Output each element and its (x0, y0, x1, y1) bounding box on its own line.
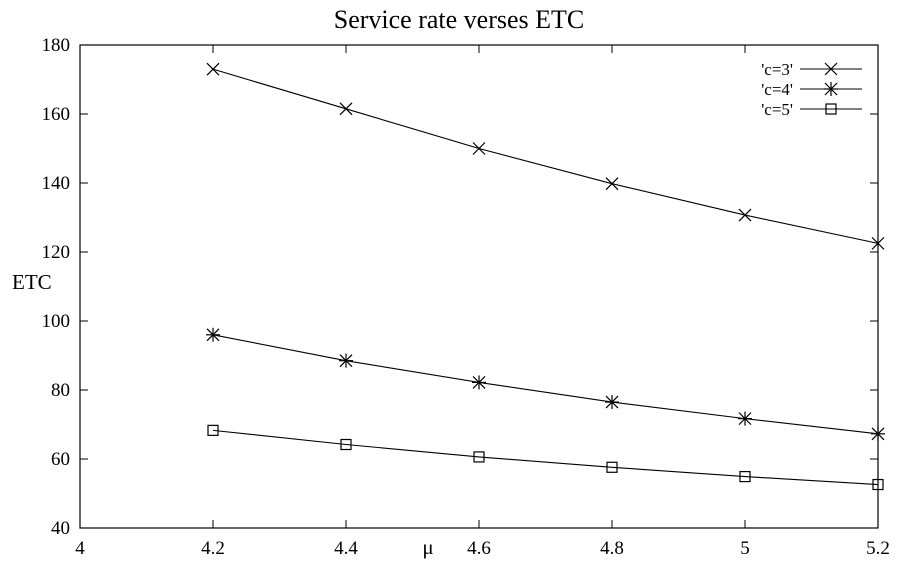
x-tick-label: 4.6 (467, 538, 491, 559)
y-tick-label: 140 (42, 173, 71, 194)
series-layer (206, 62, 885, 491)
data-point (739, 470, 751, 483)
data-point (738, 411, 752, 426)
marker-stroke (871, 236, 885, 250)
marker-square (739, 470, 751, 483)
marker-stroke (824, 62, 838, 76)
data-point (473, 451, 485, 463)
data-point (339, 353, 353, 368)
marker-stroke (738, 208, 752, 222)
legend-label: 'c=3' (761, 60, 793, 79)
data-point (472, 142, 486, 155)
y-tick-label: 120 (42, 242, 71, 263)
legend-label: 'c=5' (761, 100, 793, 119)
y-tick-label: 80 (51, 380, 70, 401)
data-point (206, 62, 220, 76)
y-tick-label: 100 (42, 311, 71, 332)
marker-stroke (472, 142, 486, 155)
data-point (825, 103, 837, 115)
data-point (738, 208, 752, 222)
y-tick-label: 180 (42, 35, 71, 56)
x-tick-label: 5 (740, 538, 750, 559)
legend-label: 'c=4' (761, 80, 793, 99)
marker-stroke (206, 62, 220, 76)
marker-square (872, 478, 884, 491)
y-axis-label: ETC (12, 270, 52, 294)
chart-title: Service rate verses ETC (334, 5, 585, 34)
data-point (872, 478, 884, 491)
data-point (824, 62, 838, 76)
data-point (871, 236, 885, 250)
x-tick-label: 4.4 (334, 538, 358, 559)
series-line (212, 68, 879, 244)
data-point (339, 102, 353, 116)
marker-stroke (605, 177, 619, 191)
x-tick-label: 4.2 (201, 538, 225, 559)
data-point (606, 461, 618, 473)
data-point (605, 395, 619, 410)
data-point (605, 177, 619, 191)
y-tick-label: 40 (51, 518, 70, 539)
y-tick-label: 60 (51, 449, 70, 470)
data-point (340, 438, 352, 451)
x-tick-label: 5.2 (866, 538, 890, 559)
x-tick-label: 4.8 (600, 538, 624, 559)
tick-labels: 4 4.2 4.4 4.6 4.8 5 5.2 40 60 80 100 120 140 160 180 (42, 35, 890, 559)
data-point (206, 327, 220, 342)
series-2 (206, 327, 885, 441)
series-line (212, 334, 879, 435)
data-point (824, 82, 838, 96)
data-point (207, 424, 219, 436)
series-line (212, 429, 879, 486)
plot-frame (79, 44, 879, 529)
data-point (472, 375, 486, 390)
data-point (871, 426, 885, 441)
marker-square (340, 438, 352, 451)
x-axis-label: μ (422, 535, 433, 559)
series-1 (206, 62, 885, 250)
series-3 (207, 424, 884, 491)
marker-square (473, 451, 485, 463)
marker-square (606, 461, 618, 473)
marker-stroke (339, 102, 353, 116)
marker-square (207, 424, 219, 436)
tick-marks (79, 44, 879, 529)
x-tick-label: 4 (75, 538, 85, 559)
marker-square (825, 103, 837, 115)
legend: 'c=3''c=4''c=5' (761, 60, 862, 119)
y-tick-label: 160 (42, 104, 71, 125)
